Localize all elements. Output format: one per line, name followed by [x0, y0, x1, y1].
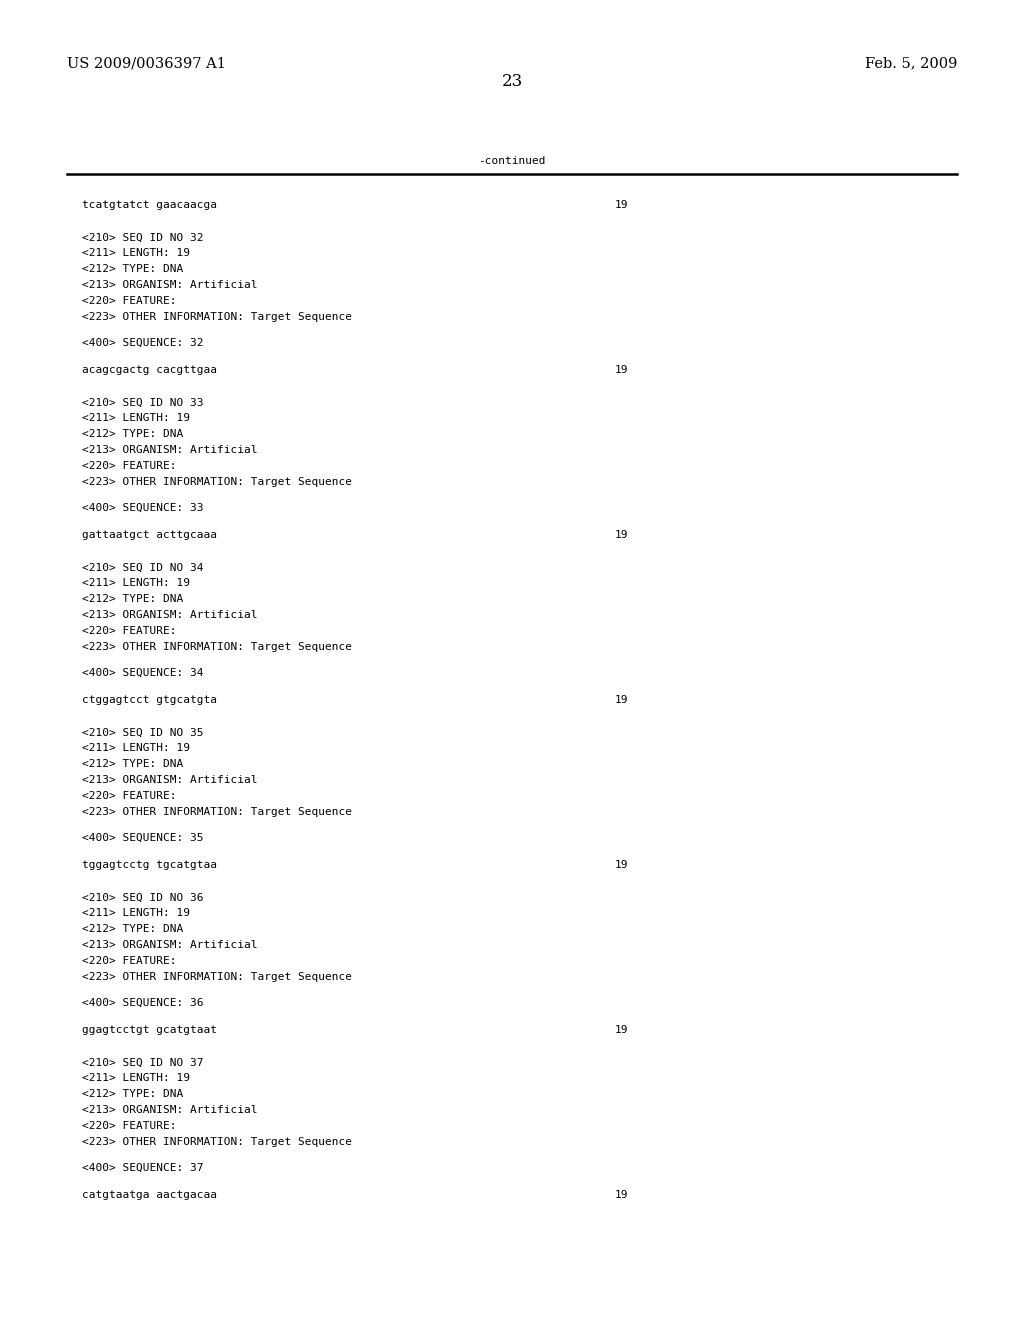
- Text: <220> FEATURE:: <220> FEATURE:: [82, 791, 176, 801]
- Text: <210> SEQ ID NO 32: <210> SEQ ID NO 32: [82, 232, 204, 243]
- Text: <210> SEQ ID NO 36: <210> SEQ ID NO 36: [82, 892, 204, 903]
- Text: <223> OTHER INFORMATION: Target Sequence: <223> OTHER INFORMATION: Target Sequence: [82, 972, 352, 982]
- Text: <210> SEQ ID NO 35: <210> SEQ ID NO 35: [82, 727, 204, 738]
- Text: <212> TYPE: DNA: <212> TYPE: DNA: [82, 759, 183, 770]
- Text: <210> SEQ ID NO 33: <210> SEQ ID NO 33: [82, 397, 204, 408]
- Text: 19: 19: [614, 1189, 628, 1200]
- Text: <211> LENGTH: 19: <211> LENGTH: 19: [82, 743, 189, 754]
- Text: US 2009/0036397 A1: US 2009/0036397 A1: [67, 57, 225, 70]
- Text: <211> LENGTH: 19: <211> LENGTH: 19: [82, 248, 189, 259]
- Text: <400> SEQUENCE: 36: <400> SEQUENCE: 36: [82, 998, 204, 1008]
- Text: <212> TYPE: DNA: <212> TYPE: DNA: [82, 1089, 183, 1100]
- Text: <210> SEQ ID NO 34: <210> SEQ ID NO 34: [82, 562, 204, 573]
- Text: 23: 23: [502, 74, 522, 90]
- Text: 19: 19: [614, 199, 628, 210]
- Text: catgtaatga aactgacaa: catgtaatga aactgacaa: [82, 1189, 217, 1200]
- Text: <213> ORGANISM: Artificial: <213> ORGANISM: Artificial: [82, 610, 257, 620]
- Text: <213> ORGANISM: Artificial: <213> ORGANISM: Artificial: [82, 1105, 257, 1115]
- Text: <210> SEQ ID NO 37: <210> SEQ ID NO 37: [82, 1057, 204, 1068]
- Text: <213> ORGANISM: Artificial: <213> ORGANISM: Artificial: [82, 445, 257, 455]
- Text: <400> SEQUENCE: 34: <400> SEQUENCE: 34: [82, 668, 204, 678]
- Text: 19: 19: [614, 694, 628, 705]
- Text: 19: 19: [614, 1024, 628, 1035]
- Text: <400> SEQUENCE: 33: <400> SEQUENCE: 33: [82, 503, 204, 513]
- Text: <400> SEQUENCE: 37: <400> SEQUENCE: 37: [82, 1163, 204, 1173]
- Text: <211> LENGTH: 19: <211> LENGTH: 19: [82, 908, 189, 919]
- Text: <220> FEATURE:: <220> FEATURE:: [82, 956, 176, 966]
- Text: <211> LENGTH: 19: <211> LENGTH: 19: [82, 413, 189, 424]
- Text: <220> FEATURE:: <220> FEATURE:: [82, 461, 176, 471]
- Text: <223> OTHER INFORMATION: Target Sequence: <223> OTHER INFORMATION: Target Sequence: [82, 642, 352, 652]
- Text: ggagtcctgt gcatgtaat: ggagtcctgt gcatgtaat: [82, 1024, 217, 1035]
- Text: gattaatgct acttgcaaa: gattaatgct acttgcaaa: [82, 529, 217, 540]
- Text: <213> ORGANISM: Artificial: <213> ORGANISM: Artificial: [82, 940, 257, 950]
- Text: <211> LENGTH: 19: <211> LENGTH: 19: [82, 578, 189, 589]
- Text: <400> SEQUENCE: 32: <400> SEQUENCE: 32: [82, 338, 204, 348]
- Text: <223> OTHER INFORMATION: Target Sequence: <223> OTHER INFORMATION: Target Sequence: [82, 312, 352, 322]
- Text: <220> FEATURE:: <220> FEATURE:: [82, 626, 176, 636]
- Text: <212> TYPE: DNA: <212> TYPE: DNA: [82, 264, 183, 275]
- Text: <211> LENGTH: 19: <211> LENGTH: 19: [82, 1073, 189, 1084]
- Text: 19: 19: [614, 364, 628, 375]
- Text: Feb. 5, 2009: Feb. 5, 2009: [865, 57, 957, 70]
- Text: <212> TYPE: DNA: <212> TYPE: DNA: [82, 594, 183, 605]
- Text: <223> OTHER INFORMATION: Target Sequence: <223> OTHER INFORMATION: Target Sequence: [82, 477, 352, 487]
- Text: <223> OTHER INFORMATION: Target Sequence: <223> OTHER INFORMATION: Target Sequence: [82, 807, 352, 817]
- Text: -continued: -continued: [478, 156, 546, 166]
- Text: tggagtcctg tgcatgtaa: tggagtcctg tgcatgtaa: [82, 859, 217, 870]
- Text: <220> FEATURE:: <220> FEATURE:: [82, 296, 176, 306]
- Text: tcatgtatct gaacaacga: tcatgtatct gaacaacga: [82, 199, 217, 210]
- Text: <213> ORGANISM: Artificial: <213> ORGANISM: Artificial: [82, 775, 257, 785]
- Text: 19: 19: [614, 859, 628, 870]
- Text: ctggagtcct gtgcatgta: ctggagtcct gtgcatgta: [82, 694, 217, 705]
- Text: 19: 19: [614, 529, 628, 540]
- Text: <212> TYPE: DNA: <212> TYPE: DNA: [82, 429, 183, 440]
- Text: <213> ORGANISM: Artificial: <213> ORGANISM: Artificial: [82, 280, 257, 290]
- Text: <220> FEATURE:: <220> FEATURE:: [82, 1121, 176, 1131]
- Text: <212> TYPE: DNA: <212> TYPE: DNA: [82, 924, 183, 935]
- Text: <400> SEQUENCE: 35: <400> SEQUENCE: 35: [82, 833, 204, 843]
- Text: acagcgactg cacgttgaa: acagcgactg cacgttgaa: [82, 364, 217, 375]
- Text: <223> OTHER INFORMATION: Target Sequence: <223> OTHER INFORMATION: Target Sequence: [82, 1137, 352, 1147]
